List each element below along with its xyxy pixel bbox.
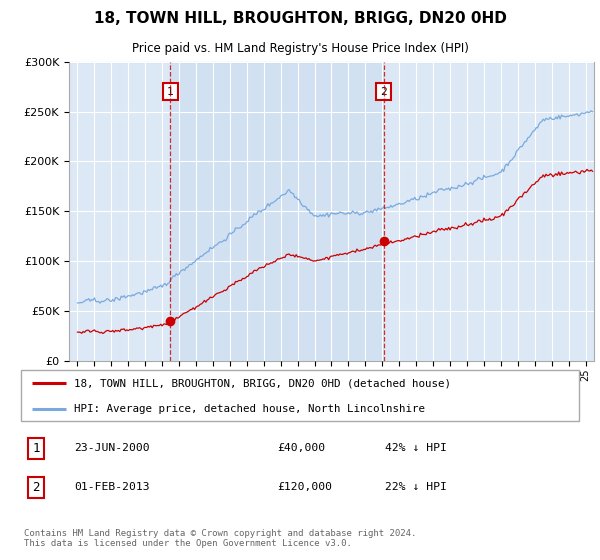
Text: 18, TOWN HILL, BROUGHTON, BRIGG, DN20 0HD (detached house): 18, TOWN HILL, BROUGHTON, BRIGG, DN20 0H…: [74, 379, 451, 388]
Text: 18, TOWN HILL, BROUGHTON, BRIGG, DN20 0HD: 18, TOWN HILL, BROUGHTON, BRIGG, DN20 0H…: [94, 11, 506, 26]
Text: 01-FEB-2013: 01-FEB-2013: [74, 482, 150, 492]
Text: Price paid vs. HM Land Registry's House Price Index (HPI): Price paid vs. HM Land Registry's House …: [131, 43, 469, 55]
Text: 2: 2: [380, 87, 387, 96]
Text: 42% ↓ HPI: 42% ↓ HPI: [385, 443, 446, 453]
Text: 22% ↓ HPI: 22% ↓ HPI: [385, 482, 446, 492]
Text: 1: 1: [167, 87, 173, 96]
Text: £120,000: £120,000: [277, 482, 332, 492]
Text: Contains HM Land Registry data © Crown copyright and database right 2024.
This d: Contains HM Land Registry data © Crown c…: [23, 529, 416, 548]
Bar: [170, 62, 383, 361]
Text: £40,000: £40,000: [277, 443, 326, 453]
Text: 2: 2: [32, 481, 40, 494]
Text: 1: 1: [32, 442, 40, 455]
Text: HPI: Average price, detached house, North Lincolnshire: HPI: Average price, detached house, Nort…: [74, 404, 425, 414]
Text: 23-JUN-2000: 23-JUN-2000: [74, 443, 150, 453]
FancyBboxPatch shape: [21, 370, 579, 421]
